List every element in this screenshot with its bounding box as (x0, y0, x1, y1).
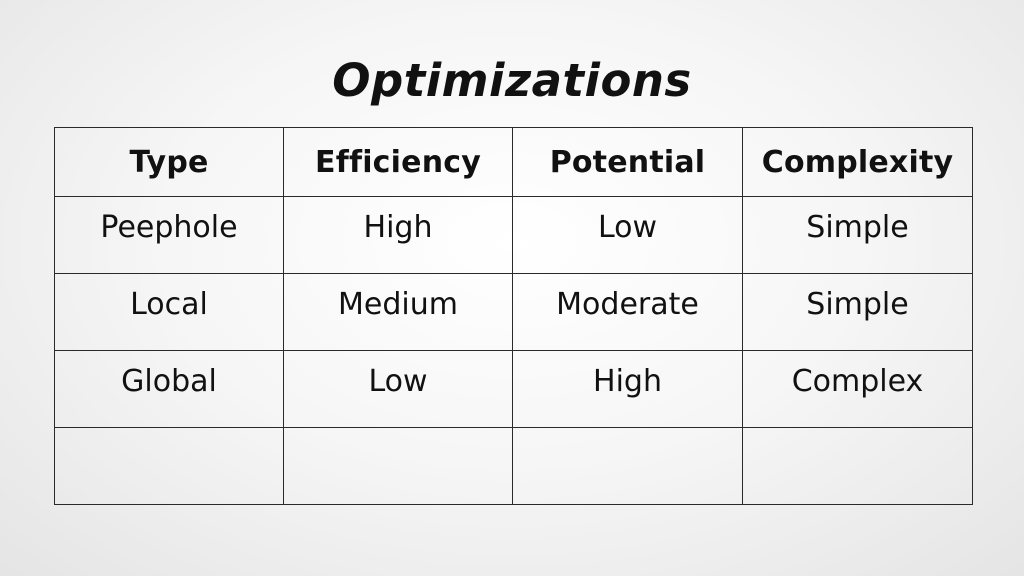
table-row-empty (54, 427, 973, 505)
table-cell (742, 427, 973, 505)
table-cell: Medium (283, 273, 513, 351)
table-cell: Peephole (54, 196, 284, 274)
optimizations-table: Type Efficiency Potential Complexity Pee… (54, 127, 973, 505)
header-efficiency: Efficiency (283, 127, 513, 197)
table-cell: Local (54, 273, 284, 351)
table-row: Global Low High Complex (54, 350, 973, 428)
header-type: Type (54, 127, 284, 197)
table-cell: Moderate (512, 273, 743, 351)
table-cell: Simple (742, 196, 973, 274)
table-cell: Low (512, 196, 743, 274)
table-cell: Simple (742, 273, 973, 351)
table-cell: Global (54, 350, 284, 428)
header-complexity: Complexity (742, 127, 973, 197)
table-row: Local Medium Moderate Simple (54, 273, 973, 351)
table-cell: High (512, 350, 743, 428)
table-cell: Complex (742, 350, 973, 428)
header-potential: Potential (512, 127, 743, 197)
table-cell (54, 427, 284, 505)
slide-title: Optimizations (332, 54, 692, 107)
table-cell (512, 427, 743, 505)
table-cell: High (283, 196, 513, 274)
table-row: Peephole High Low Simple (54, 196, 973, 274)
table-cell (283, 427, 513, 505)
table-cell: Low (283, 350, 513, 428)
table-header-row: Type Efficiency Potential Complexity (54, 127, 973, 197)
